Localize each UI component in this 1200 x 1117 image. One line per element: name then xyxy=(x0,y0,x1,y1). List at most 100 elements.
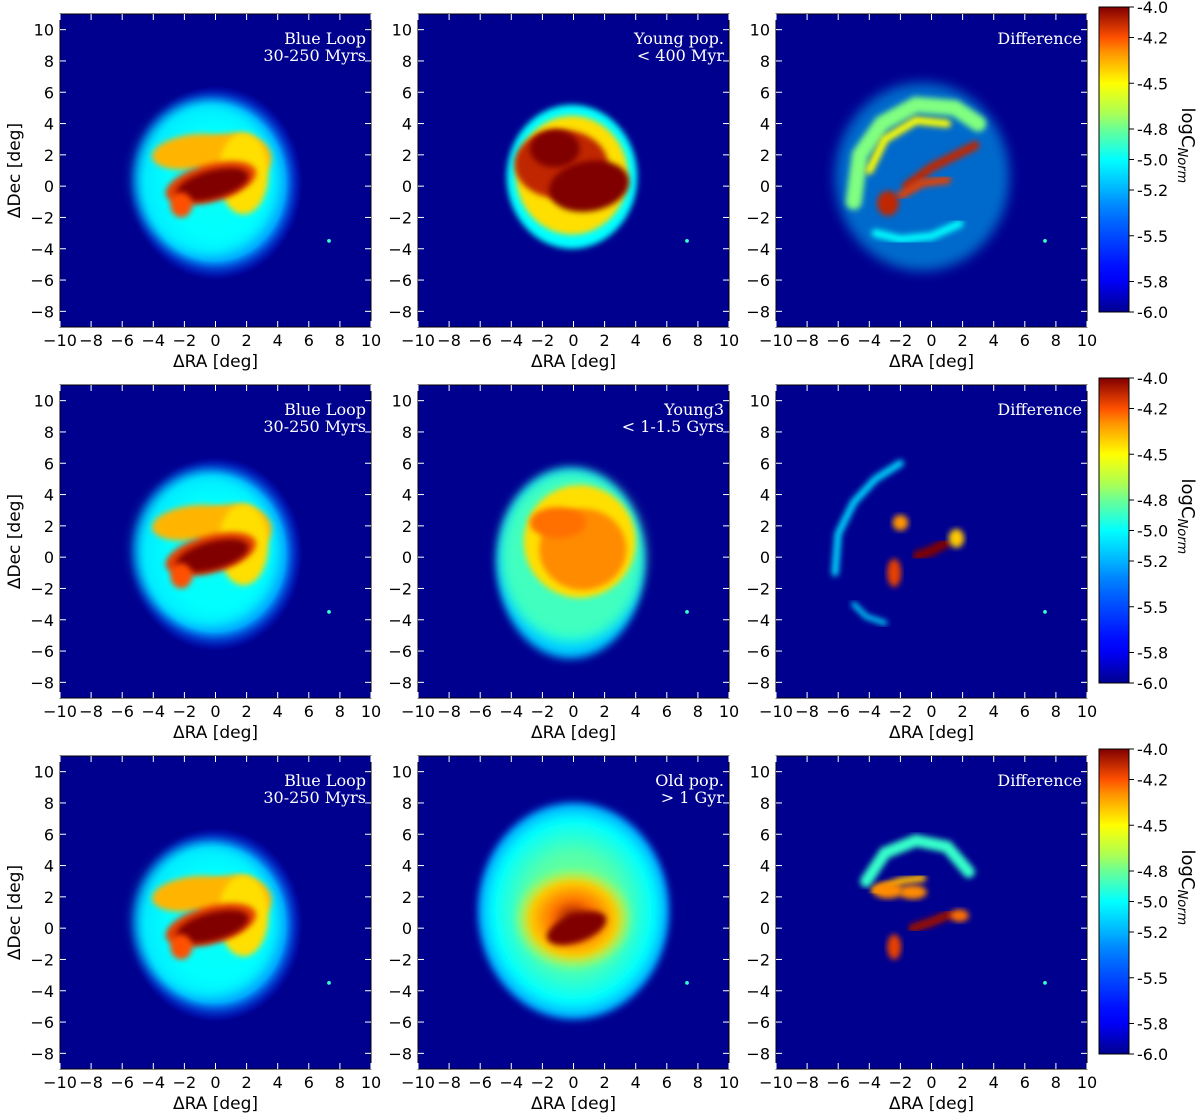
x-tick-label: 6 xyxy=(304,331,314,350)
y-tick-label: 10 xyxy=(392,21,412,40)
y-tick-label: 0 xyxy=(44,548,54,567)
x-tick-label: −6 xyxy=(110,331,134,350)
y-tick-label: −4 xyxy=(746,982,770,1001)
y-tick-label: 2 xyxy=(44,517,54,536)
y-tick-label: −6 xyxy=(388,1013,412,1032)
x-tick-label: −8 xyxy=(795,1073,819,1092)
y-tick-label: 10 xyxy=(34,763,54,782)
x-tick-label: 8 xyxy=(693,1073,703,1092)
x-tick-label: −4 xyxy=(142,331,166,350)
y-tick-label: 4 xyxy=(760,857,770,876)
y-tick-label: 8 xyxy=(760,794,770,813)
y-tick-label: −2 xyxy=(30,579,54,598)
colorbar-tick-label: -5.8 xyxy=(1137,273,1168,292)
x-tick-label: 8 xyxy=(1051,331,1061,350)
colorbar-r2: -4.0 -4.2 -4.5 -4.8 -5.0 -5.2 -5.5 -5.8 -6.0 logC… xyxy=(1098,369,1198,693)
y-tick-label: −6 xyxy=(746,642,770,661)
x-tick-label: −4 xyxy=(858,331,882,350)
x-tick-label: −2 xyxy=(173,702,197,721)
y-tick-label: 8 xyxy=(44,423,54,442)
colorbar-tick-label: -4.8 xyxy=(1137,491,1168,510)
y-tick-label: −2 xyxy=(746,950,770,969)
x-tick-label: −10 xyxy=(43,1073,77,1092)
y-tick-label: 0 xyxy=(760,548,770,567)
colorbar-tick-label: -5.0 xyxy=(1137,151,1168,170)
colorbar-tick-label: -4.8 xyxy=(1137,862,1168,881)
y-tick-label: 10 xyxy=(34,21,54,40)
x-tick-label: 4 xyxy=(989,702,999,721)
x-tick-label: 4 xyxy=(631,702,641,721)
x-tick-label: 0 xyxy=(210,1073,220,1092)
y-tick-label: −6 xyxy=(388,271,412,290)
x-tick-label: −10 xyxy=(759,702,793,721)
y-tick-label: 0 xyxy=(760,177,770,196)
y-tick-label: 10 xyxy=(750,763,770,782)
y-tick-label: 6 xyxy=(402,454,412,473)
x-tick-label: 6 xyxy=(1020,1073,1030,1092)
y-tick-label: 8 xyxy=(760,52,770,71)
colorbar-tick-label: -5.2 xyxy=(1137,181,1168,200)
panel-label-line: Young3 xyxy=(663,400,724,419)
x-tick-label: 6 xyxy=(662,331,672,350)
y-tick-label: 2 xyxy=(402,888,412,907)
x-axis-label: ΔRA [deg] xyxy=(531,352,616,372)
panel-background xyxy=(776,385,1087,698)
y-tick-label: −8 xyxy=(30,1044,54,1063)
x-tick-label: 4 xyxy=(631,331,641,350)
y-tick-label: −2 xyxy=(746,579,770,598)
y-axis-label: ΔDec [deg] xyxy=(5,123,25,218)
x-tick-label: −6 xyxy=(110,702,134,721)
x-tick-label: 2 xyxy=(242,331,252,350)
y-tick-label: −4 xyxy=(30,240,54,259)
x-tick-label: −4 xyxy=(142,1073,166,1092)
x-tick-label: 0 xyxy=(568,1073,578,1092)
x-tick-label: 2 xyxy=(600,1073,610,1092)
panel-label-line: Blue Loop xyxy=(284,29,366,48)
y-axis-label: ΔDec [deg] xyxy=(5,865,25,960)
colorbar-tick-label: -5.5 xyxy=(1137,227,1168,246)
x-tick-label: 4 xyxy=(273,702,283,721)
y-tick-label: 0 xyxy=(44,919,54,938)
x-tick-label: 8 xyxy=(335,702,345,721)
colorbar-tick-label: -5.8 xyxy=(1137,644,1168,663)
x-tick-label: −4 xyxy=(858,702,882,721)
colorbar-tick-label: -6.0 xyxy=(1137,303,1168,322)
x-tick-label: 0 xyxy=(210,702,220,721)
x-tick-label: −2 xyxy=(889,1073,913,1092)
x-tick-label: −4 xyxy=(142,702,166,721)
x-tick-label: −6 xyxy=(110,1073,134,1092)
y-tick-label: −2 xyxy=(388,950,412,969)
x-tick-label: 10 xyxy=(1077,702,1097,721)
x-tick-label: 4 xyxy=(989,1073,999,1092)
x-tick-label: 0 xyxy=(926,702,936,721)
y-tick-label: −4 xyxy=(746,240,770,259)
x-tick-label: −6 xyxy=(826,331,850,350)
colorbar-tick-label: -4.0 xyxy=(1137,740,1168,759)
x-tick-label: 2 xyxy=(242,1073,252,1092)
y-tick-label: −6 xyxy=(388,642,412,661)
x-tick-label: −10 xyxy=(759,1073,793,1092)
x-tick-label: −8 xyxy=(79,702,103,721)
y-tick-label: 4 xyxy=(402,486,412,505)
x-tick-label: 2 xyxy=(958,702,968,721)
colorbar-gradient xyxy=(1098,377,1130,684)
x-tick-label: 8 xyxy=(693,331,703,350)
panel-label-line: 30-250 Myrs xyxy=(263,788,366,807)
colorbar-label: logCNorm xyxy=(1174,108,1198,184)
x-tick-label: 8 xyxy=(335,331,345,350)
y-tick-label: −8 xyxy=(388,1044,412,1063)
x-tick-label: −2 xyxy=(173,1073,197,1092)
y-tick-label: 6 xyxy=(44,83,54,102)
y-tick-label: −6 xyxy=(30,271,54,290)
y-tick-label: 4 xyxy=(760,486,770,505)
y-tick-label: −8 xyxy=(30,302,54,321)
y-tick-label: 2 xyxy=(760,517,770,536)
colorbar-gradient xyxy=(1098,748,1130,1055)
colorbar-tick-label: -4.5 xyxy=(1137,816,1168,835)
x-tick-label: −2 xyxy=(889,702,913,721)
y-tick-label: 4 xyxy=(760,115,770,134)
